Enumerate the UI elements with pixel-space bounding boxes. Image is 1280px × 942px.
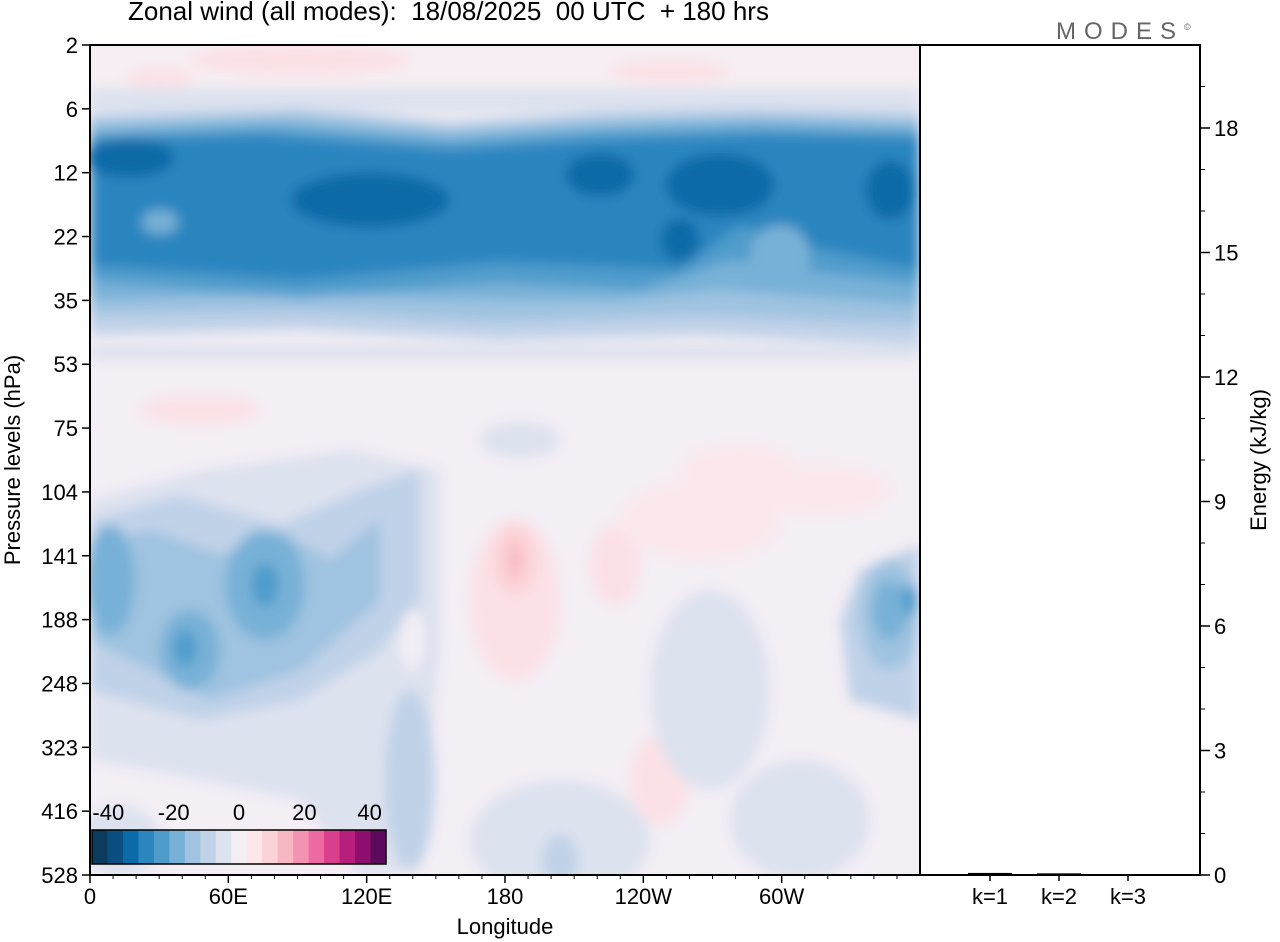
energy-tick-label: 6 [1214,614,1226,639]
colorbar-swatch [215,830,232,864]
energy-tick-label: 15 [1214,241,1238,266]
y-tick-label: 75 [54,416,78,441]
x-axis-label: Longitude [457,914,554,939]
logo-text: MODES [1056,18,1185,45]
energy-panel [919,44,1201,876]
y-tick-label: 6 [66,97,78,122]
colorbar: -40 -20 0 20 40 [91,800,387,865]
energy-axis: 0 3 6 9 12 15 18 [1200,86,1238,888]
colorbar-swatch [324,830,341,864]
energy-tick-label: 9 [1214,490,1226,515]
colorbar-swatch [370,830,387,864]
mode-tick-label: k=3 [1110,884,1146,909]
y-tick-label: 528 [41,863,78,888]
colorbar-swatch [122,830,139,864]
x-tick-label: 120W [615,884,673,909]
y-tick-label: 53 [54,352,78,377]
colorbar-tick-label: 40 [357,800,381,825]
x-tick-label: 60E [209,884,248,909]
y-tick-label: 248 [41,671,78,696]
y-tick-label: 323 [41,735,78,760]
colorbar-swatch [92,830,108,864]
wind-heatmap [89,44,921,876]
y-tick-label: 188 [41,608,78,633]
x-tick-label: 60W [759,884,804,909]
energy-axis-label: Energy (kJ/kg) [1246,389,1271,531]
energy-tick-label: 12 [1214,365,1238,390]
y-tick-label: 416 [41,799,78,824]
colorbar-swatch [107,830,124,864]
energy-bar [1037,873,1081,875]
y-tick-label: 22 [54,225,78,250]
energy-bar [968,872,1012,875]
colorbar-swatch [355,830,372,864]
mode-tick-label: k=2 [1041,884,1077,909]
colorbar-swatch [200,830,217,864]
chart-title: Zonal wind (all modes): 18/08/2025 00 UT… [128,0,769,26]
x-tick-label: 120E [341,884,392,909]
colorbar-swatch [184,830,201,864]
modes-logo: MODES© [1056,18,1191,46]
y-tick-label: 12 [54,161,78,186]
colorbar-tick-label: -40 [92,800,124,825]
energy-tick-label: 3 [1214,739,1226,764]
colorbar-swatch [277,830,294,864]
y-axis: 2 6 12 22 35 53 75 104 141 188 248 323 416 528 [41,33,90,888]
colorbar-swatch [262,830,279,864]
logo-copyright: © [1184,22,1191,32]
colorbar-swatch [153,830,170,864]
energy-tick-label: 18 [1214,116,1238,141]
colorbar-swatch [293,830,310,864]
colorbar-swatch [246,830,263,864]
colorbar-tick-label: 20 [292,800,316,825]
y-axis-label: Pressure levels (hPa) [0,355,25,565]
x-tick-label: 0 [84,884,96,909]
colorbar-swatch [308,830,325,864]
colorbar-tick-label: 0 [233,800,245,825]
colorbar-tick-label: -20 [158,800,190,825]
y-tick-label: 141 [41,544,78,569]
colorbar-swatch [231,830,248,864]
mode-tick-label: k=1 [972,884,1008,909]
x-axis: 0 60E 120E 180 120W 60W [84,875,898,909]
y-tick-label: 35 [54,288,78,313]
mode-axis: k=1 k=2 k=3 [972,875,1146,909]
energy-bars [968,872,1081,875]
energy-tick-label: 0 [1214,863,1226,888]
y-tick-label: 2 [66,33,78,58]
colorbar-swatch [138,830,155,864]
colorbar-swatch [169,830,186,864]
y-tick-label: 104 [41,480,78,505]
colorbar-swatch [339,830,356,864]
x-tick-label: 180 [487,884,524,909]
energy-frame [919,44,1201,876]
colorbar-frame [91,829,387,865]
